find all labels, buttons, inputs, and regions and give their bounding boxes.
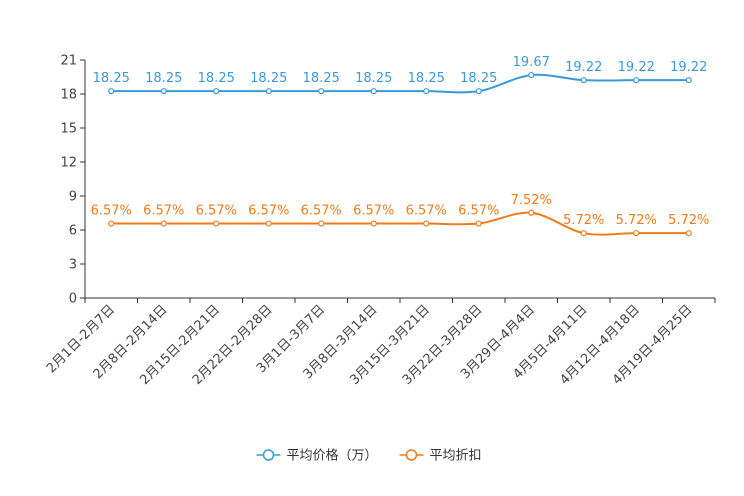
data-label: 5.72%: [668, 213, 709, 228]
legend-label: 平均价格（万）: [287, 448, 378, 464]
data-point: [318, 220, 325, 227]
data-point: [370, 88, 377, 95]
data-point: [580, 77, 587, 84]
y-tick-label: 3: [69, 258, 77, 273]
axes: 0369121518212月1日-2月7日2月8日-2月14日2月15日-2月2…: [44, 54, 716, 388]
series-line: [111, 211, 689, 236]
data-point: [213, 220, 220, 227]
data-label: 18.25: [250, 71, 287, 86]
data-label: 5.72%: [616, 213, 657, 228]
data-label: 19.22: [618, 60, 655, 75]
series-2: 6.57% 6.57% 6.57% 6.57% 6.57% 6.57% 6.57% 6.57%…: [91, 193, 709, 237]
y-tick-label: 12: [60, 156, 77, 171]
y-tick-label: 9: [69, 190, 77, 205]
legend-marker: [262, 449, 275, 461]
data-point: [528, 71, 535, 79]
data-point: [318, 88, 325, 95]
series-line: [111, 73, 689, 94]
data-label: 7.52%: [511, 193, 552, 208]
data-label: 18.25: [460, 71, 497, 86]
data-point: [265, 88, 272, 95]
data-label: 18.25: [408, 71, 445, 86]
data-label: 19.22: [565, 60, 602, 75]
y-tick-label: 0: [69, 292, 77, 307]
legend-item-2: 平均折扣: [399, 449, 482, 464]
data-label: 5.72%: [563, 213, 604, 228]
data-label: 6.57%: [143, 204, 184, 219]
y-tick-label: 6: [69, 224, 77, 239]
data-point: [160, 88, 167, 95]
data-label: 19.22: [670, 60, 707, 75]
data-label: 6.57%: [91, 204, 132, 219]
data-point: [370, 220, 377, 227]
data-label: 6.57%: [301, 204, 342, 219]
data-label: 18.25: [145, 71, 182, 86]
data-point: [213, 88, 220, 95]
data-point: [475, 220, 482, 227]
data-point: [685, 230, 692, 237]
series-1: 18.25 18.25 18.25 18.25 18.25 18.25 18.25 18.25…: [93, 55, 707, 95]
data-label: 6.57%: [353, 204, 394, 219]
data-point: [108, 88, 115, 95]
data-point: [685, 77, 692, 84]
legend-marker: [405, 449, 418, 461]
data-label: 19.67: [513, 55, 550, 70]
data-label: 18.25: [198, 71, 235, 86]
data-point: [160, 220, 167, 227]
data-point: [423, 88, 430, 95]
data-point: [633, 230, 640, 237]
data-point: [580, 230, 587, 237]
data-point: [265, 220, 272, 227]
data-label: 18.25: [355, 71, 392, 86]
data-point: [633, 77, 640, 84]
data-point: [475, 88, 482, 95]
data-label: 6.57%: [248, 204, 289, 219]
data-point: [423, 220, 430, 227]
series-layer: 18.25 18.25 18.25 18.25 18.25 18.25 18.25 18.25…: [91, 55, 709, 237]
data-label: 6.57%: [406, 204, 447, 219]
y-tick-label: 15: [60, 122, 77, 137]
data-point: [108, 220, 115, 227]
data-label: 6.57%: [196, 204, 237, 219]
y-tick-label: 21: [60, 54, 77, 69]
data-point: [528, 209, 535, 216]
data-label: 18.25: [303, 71, 340, 86]
data-label: 6.57%: [458, 204, 499, 219]
data-label: 18.25: [93, 71, 130, 86]
y-tick-label: 18: [60, 88, 77, 103]
legend-item-1: 平均价格（万）: [256, 448, 378, 464]
legend: 平均价格（万） 平均折扣: [256, 448, 482, 464]
legend-label: 平均折扣: [430, 449, 482, 464]
